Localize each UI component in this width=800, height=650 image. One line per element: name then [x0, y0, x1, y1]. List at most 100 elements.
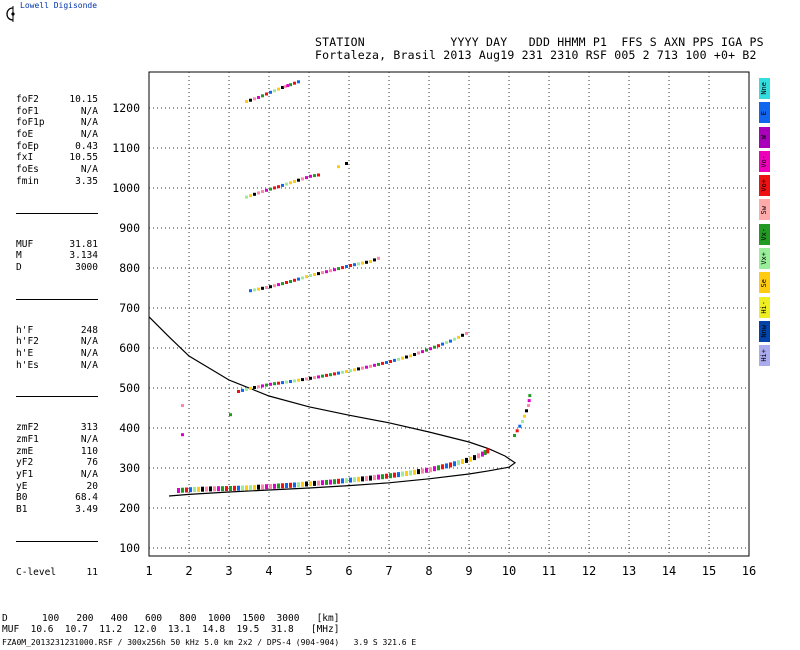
echo-mark — [225, 486, 228, 492]
echo-mark — [285, 380, 288, 384]
param-label: foF1 — [16, 105, 39, 117]
echo-mark — [221, 486, 224, 492]
param-label: fxI — [16, 152, 34, 164]
echo-mark — [293, 278, 296, 282]
param-value: 110 — [80, 445, 98, 457]
param-row: M 3.134 — [16, 250, 98, 262]
echo-mark — [205, 486, 208, 492]
echo-mark — [257, 96, 260, 99]
y-tick-label: 200 — [119, 501, 140, 515]
echo-mark — [297, 378, 300, 382]
echo-mark — [229, 486, 232, 491]
legend-label: Vx- — [760, 227, 768, 241]
echo-mark — [369, 260, 372, 263]
param-value: 10.55 — [69, 152, 98, 164]
legend-swatch: Nne — [759, 78, 770, 99]
echo-mark — [289, 83, 292, 87]
param-label: h'F — [16, 324, 34, 336]
echo-mark — [337, 478, 340, 484]
divider — [16, 540, 98, 542]
legend-swatch: Se — [759, 272, 770, 294]
param-value: N/A — [80, 117, 98, 129]
legend-swatch: Vx+ — [759, 248, 770, 270]
param-row: yE 20 — [16, 481, 98, 493]
legend-swatch: E — [759, 102, 770, 124]
param-label: h'E — [16, 347, 34, 359]
divider — [16, 298, 98, 300]
legend-swatch: W — [759, 126, 770, 148]
legend-label: Hi- — [760, 300, 768, 314]
y-tick-label: 1100 — [112, 141, 140, 155]
echo-mark — [289, 181, 292, 185]
echo-mark — [245, 387, 248, 391]
x-tick-label: 16 — [742, 564, 756, 578]
y-tick-label: 600 — [119, 341, 140, 355]
param-row: foF1 N/A — [16, 106, 98, 118]
echo-mark — [409, 354, 412, 358]
echo-mark — [401, 471, 404, 477]
echo-mark — [269, 187, 272, 191]
y-tick-label: 800 — [119, 261, 140, 275]
echo-mark — [249, 289, 252, 293]
legend-label: Vo+ — [760, 179, 768, 193]
x-tick-label: 4 — [265, 564, 272, 578]
param-value: 3.134 — [69, 250, 98, 262]
echo-mark — [305, 176, 308, 180]
echo-mark — [445, 341, 448, 345]
echo-mark — [397, 357, 400, 361]
echo-mark — [329, 373, 332, 377]
echo-mark — [297, 482, 300, 488]
echo-mark — [393, 358, 396, 362]
echo-mark — [449, 462, 452, 468]
echo-mark — [329, 269, 332, 273]
echo-mark — [285, 182, 288, 186]
echo-mark — [365, 365, 368, 369]
divider — [16, 396, 98, 398]
x-tick-label: 13 — [622, 564, 636, 578]
echo-mark — [341, 266, 344, 270]
echo-mark — [313, 273, 316, 276]
echo-mark — [465, 457, 468, 463]
echo-mark — [273, 186, 276, 190]
echo-mark — [321, 480, 324, 486]
echo-mark — [209, 486, 212, 492]
legend-label: Nnw — [760, 325, 768, 338]
echo-mark — [269, 484, 272, 489]
echo-mark — [333, 479, 336, 485]
param-group-critical-frequencies: foF2 10.15 foF1 N/A foF1p N/A foE N/A foEp 0.43 fx… — [16, 94, 98, 188]
param-value: 3.35 — [75, 175, 98, 187]
echo-mark — [253, 192, 256, 196]
echo-mark — [237, 485, 240, 491]
header-values: Fortaleza, Brasil 2013 Aug19 231 2310 RS… — [315, 48, 757, 62]
param-value: 10.15 — [69, 94, 98, 105]
echo-mark — [281, 86, 284, 89]
echo-mark — [437, 344, 440, 348]
echo-mark — [373, 363, 376, 367]
param-row: h'F 248 — [16, 325, 98, 337]
echo-mark — [269, 285, 272, 289]
echo-mark — [305, 481, 308, 487]
echo-mark — [277, 283, 280, 287]
echo-mark — [301, 276, 304, 280]
param-label: foEs — [16, 164, 39, 176]
echo-mark — [421, 468, 424, 474]
echo-mark — [425, 467, 428, 473]
echo-mark — [285, 483, 288, 488]
legend-swatch: Vx- — [759, 223, 770, 245]
echo-mark — [281, 282, 284, 286]
param-value: 68.4 — [75, 492, 98, 504]
echo-mark — [518, 424, 522, 428]
echo-mark — [457, 460, 460, 466]
echo-mark — [353, 263, 356, 267]
echo-mark — [321, 374, 324, 378]
echo-mark — [523, 414, 526, 418]
param-label: foF2 — [16, 94, 39, 105]
param-group-profile: zmF2 313 zmF1 N/A zmE 110 yF2 76 yF1 N/A yE 20 B0 68.… — [16, 422, 98, 516]
echo-mark — [261, 484, 264, 490]
echo-mark — [293, 180, 296, 183]
ionogram-chart: 1 2 3 4 5 6 7 8 9 10 11 12 13 14 15 1610020030040050060… — [112, 71, 756, 578]
x-tick-label: 15 — [702, 564, 716, 578]
echo-mark — [309, 376, 312, 380]
x-tick-label: 3 — [225, 564, 232, 578]
echo-mark — [345, 478, 348, 483]
